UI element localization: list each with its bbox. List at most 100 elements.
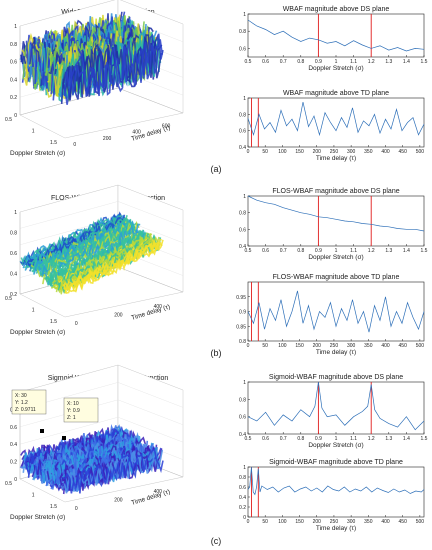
x-tick-label: 1 bbox=[335, 59, 338, 65]
panel-label: (b) bbox=[211, 348, 222, 358]
y-tick-label: 1 bbox=[243, 96, 246, 102]
x-tick-label: 300 bbox=[347, 149, 356, 155]
y-tick-label: 0.8 bbox=[239, 29, 246, 35]
x-tick-label: 0.5 bbox=[245, 59, 252, 65]
x-tick-label: 100 bbox=[278, 343, 287, 349]
x-tick-label: 1.5 bbox=[421, 248, 428, 254]
datatip: X: 10Y: 0.9Z: 1 bbox=[62, 397, 99, 440]
x-tick-label: 400 bbox=[381, 343, 390, 349]
time-tick-label: 200 bbox=[114, 497, 123, 503]
datatip-text: Z: 1 bbox=[67, 415, 76, 421]
datatip-text: Y: 1.2 bbox=[15, 400, 28, 406]
x-tick-label: 450 bbox=[399, 519, 408, 525]
td-plot-title: WBAF magnitude above TD plane bbox=[283, 90, 389, 97]
doppler-tick-label: 1.5 bbox=[50, 140, 57, 146]
x-tick-label: 150 bbox=[295, 149, 304, 155]
y-tick-label: 0.4 bbox=[239, 145, 246, 151]
panel-2: Sigmoid WideBand Ambiguity Function00.20… bbox=[5, 364, 428, 546]
time-tick-label: 200 bbox=[114, 312, 123, 318]
x-tick-label: 1.3 bbox=[385, 59, 392, 65]
td-plot-0: WBAF magnitude above TD plane Time delay … bbox=[239, 90, 425, 162]
surface-plot-0: WideBand Ambiguity Function00.20.40.60.8… bbox=[5, 0, 184, 157]
x-tick-label: 0.7 bbox=[280, 248, 287, 254]
ds-plot-xlabel: Doppler Stretch (σ) bbox=[308, 254, 363, 261]
td-plot-title: Sigmoid-WBAF magnitude above TD plane bbox=[269, 459, 403, 466]
x-tick-label: 200 bbox=[313, 519, 322, 525]
y-tick-label: 0.8 bbox=[239, 475, 246, 481]
td-plot-xlabel: Time delay (τ) bbox=[316, 155, 356, 162]
y-tick-label: 1 bbox=[243, 194, 246, 200]
series-line bbox=[247, 102, 425, 137]
x-tick-label: 50 bbox=[262, 519, 268, 525]
y-tick-label: 0.2 bbox=[239, 505, 246, 511]
x-tick-label: 1.2 bbox=[368, 248, 375, 254]
doppler-tick-label: 1.5 bbox=[50, 319, 57, 325]
x-tick-label: 100 bbox=[278, 519, 287, 525]
y-tick-label: 0.8 bbox=[239, 211, 246, 217]
ds-plot-xlabel: Doppler Stretch (σ) bbox=[308, 65, 363, 72]
x-tick-label: 0.9 bbox=[315, 59, 322, 65]
y-tick-label: 0.6 bbox=[239, 46, 246, 52]
ds-plot-title: FLOS-WBAF magnitude above DS plane bbox=[272, 188, 399, 195]
surface-strand bbox=[64, 33, 164, 105]
y-tick-label: 0.8 bbox=[239, 339, 246, 345]
surface-strand bbox=[64, 239, 164, 294]
series-line bbox=[247, 290, 425, 333]
x-tick-label: 0.8 bbox=[297, 436, 304, 442]
x-tick-label: 0.6 bbox=[262, 436, 269, 442]
grid-line bbox=[19, 201, 119, 229]
x-tick-label: 200 bbox=[313, 343, 322, 349]
x-tick-label: 0.5 bbox=[245, 436, 252, 442]
time-tick-label: 400 bbox=[154, 304, 163, 310]
z-tick-label: 0.6 bbox=[10, 251, 17, 257]
x-tick-label: 1.4 bbox=[403, 436, 410, 442]
ds-plot-title: Sigmoid-WBAF magnitude above DS plane bbox=[269, 374, 403, 381]
y-tick-label: 0.9 bbox=[239, 310, 246, 316]
z-tick-label: 0.2 bbox=[10, 292, 17, 298]
surface-strand bbox=[59, 240, 159, 293]
x-tick-label: 1.4 bbox=[403, 248, 410, 254]
x-tick-label: 0.9 bbox=[315, 248, 322, 254]
grid-line bbox=[117, 417, 184, 443]
x-tick-label: 1.3 bbox=[385, 248, 392, 254]
datatip-box bbox=[11, 389, 47, 415]
time-tick-label: 0 bbox=[75, 321, 78, 327]
datatip-marker bbox=[40, 429, 44, 433]
panel-1: FLOS-WideBand Ambiguity Function0.20.40.… bbox=[5, 184, 428, 358]
x-tick-label: 0.8 bbox=[297, 248, 304, 254]
datatip-box bbox=[63, 397, 99, 423]
x-tick-label: 150 bbox=[295, 519, 304, 525]
ds-plot-1: FLOS-WBAF magnitude above DS plane Dopple… bbox=[239, 188, 428, 261]
time-tick-label: 0 bbox=[73, 142, 76, 148]
time-tick-label: 200 bbox=[103, 136, 112, 142]
y-tick-label: 0 bbox=[243, 515, 246, 521]
td-plot-xlabel: Time delay (τ) bbox=[316, 349, 356, 356]
x-tick-label: 100 bbox=[278, 149, 287, 155]
z-tick-label: 0.8 bbox=[10, 231, 17, 237]
x-tick-label: 400 bbox=[381, 519, 390, 525]
x-tick-label: 350 bbox=[364, 343, 373, 349]
x-tick-label: 1.5 bbox=[421, 436, 428, 442]
y-tick-label: 0.95 bbox=[236, 295, 246, 301]
panel-label: (c) bbox=[211, 536, 222, 546]
x-tick-label: 1.1 bbox=[350, 59, 357, 65]
ds-plot-xlabel: Doppler Stretch (σ) bbox=[308, 442, 363, 449]
datatip-text: Y: 0.9 bbox=[67, 408, 80, 414]
surface-ylabel: Time delay (τ) bbox=[131, 124, 172, 142]
panel-label: (a) bbox=[211, 164, 222, 174]
grid-line bbox=[117, 201, 184, 227]
x-tick-label: 350 bbox=[364, 149, 373, 155]
x-tick-label: 0 bbox=[247, 149, 250, 155]
datatip-text: X: 10 bbox=[67, 401, 79, 407]
x-tick-label: 1.5 bbox=[421, 59, 428, 65]
td-plot-2: Sigmoid-WBAF magnitude above TD plane Tim… bbox=[239, 459, 425, 532]
x-tick-label: 0.8 bbox=[297, 59, 304, 65]
x-tick-label: 400 bbox=[381, 149, 390, 155]
doppler-tick-label: 0.5 bbox=[5, 481, 12, 487]
x-tick-label: 1 bbox=[335, 248, 338, 254]
surface-strand bbox=[64, 447, 164, 494]
surface-strand bbox=[62, 448, 163, 495]
z-tick-label: 0.6 bbox=[10, 425, 17, 431]
x-tick-label: 0.5 bbox=[245, 248, 252, 254]
doppler-tick-label: 1 bbox=[32, 493, 35, 499]
